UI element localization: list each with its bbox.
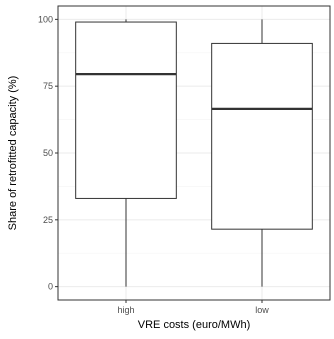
y-tick-label: 100	[38, 14, 53, 24]
x-axis-title: VRE costs (euro/MWh)	[138, 319, 250, 331]
box-iqr	[211, 42, 313, 230]
y-axis-title: Share of retrofitted capacity (%)	[7, 76, 19, 231]
box-high	[75, 19, 177, 287]
axes: 0 25 50 75 100 high low	[38, 14, 269, 315]
y-tick-label: 75	[43, 81, 53, 91]
box-layer	[75, 19, 313, 287]
x-tick-label: high	[117, 305, 134, 315]
box-iqr	[75, 21, 177, 199]
y-tick-label: 0	[48, 282, 53, 292]
x-tick-label: low	[255, 305, 269, 315]
y-tick-label: 25	[43, 215, 53, 225]
box-low	[211, 19, 313, 287]
y-tick-label: 50	[43, 148, 53, 158]
